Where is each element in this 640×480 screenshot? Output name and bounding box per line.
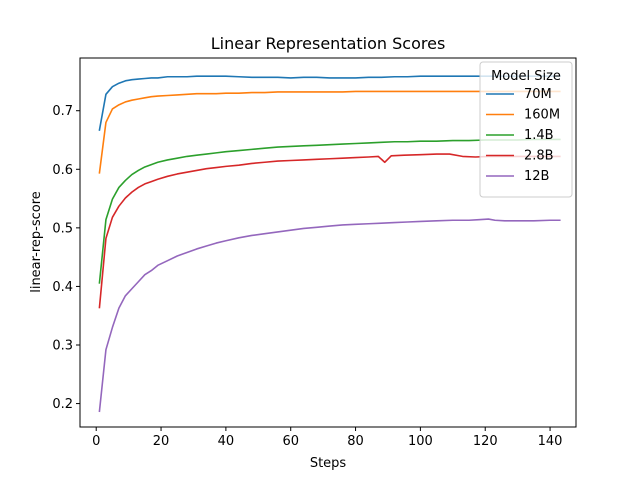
x-axis: 0 20 40 60 80 100 120 140 xyxy=(92,427,562,449)
legend: Model Size 70M 160M 1.4B 2.8B 12B xyxy=(479,61,573,198)
y-tick-label: 0.6 xyxy=(52,163,73,178)
y-tick-label: 0.2 xyxy=(52,397,73,412)
x-tick-label: 20 xyxy=(153,434,170,449)
x-tick-label: 100 xyxy=(408,434,433,449)
series-lines xyxy=(98,75,561,413)
legend-label: 160M xyxy=(524,108,560,123)
y-axis: 0.2 0.3 0.4 0.5 0.6 0.7 xyxy=(52,104,80,412)
x-tick-label: 80 xyxy=(347,434,364,449)
series-line-70m xyxy=(98,75,561,131)
legend-label: 70M xyxy=(524,87,552,102)
x-tick-label: 40 xyxy=(218,434,235,449)
legend-title: Model Size xyxy=(491,69,561,84)
series-line-160m xyxy=(98,90,561,174)
y-tick-label: 0.7 xyxy=(52,104,73,119)
x-tick-label: 60 xyxy=(282,434,299,449)
legend-label: 12B xyxy=(524,169,549,184)
legend-label: 1.4B xyxy=(524,128,554,143)
legend-label: 2.8B xyxy=(524,149,554,164)
x-axis-label: Steps xyxy=(310,456,347,471)
plot-frame xyxy=(79,57,577,428)
x-tick-label: 120 xyxy=(473,434,498,449)
chart-title: Linear Representation Scores xyxy=(211,34,446,53)
legend-items: 70M 160M 1.4B 2.8B 12B xyxy=(486,87,560,184)
y-axis-label: linear-rep-score xyxy=(29,191,44,293)
x-tick-label: 140 xyxy=(538,434,563,449)
series-line-1-4b xyxy=(98,138,561,284)
x-tick-label: 0 xyxy=(92,434,100,449)
plot-area xyxy=(79,57,577,428)
y-tick-label: 0.4 xyxy=(52,280,73,295)
legend-box xyxy=(479,61,573,198)
series-line-12b xyxy=(98,218,561,413)
y-tick-label: 0.5 xyxy=(52,221,73,236)
series-line-2-8b xyxy=(98,153,561,309)
y-tick-label: 0.3 xyxy=(52,339,73,354)
